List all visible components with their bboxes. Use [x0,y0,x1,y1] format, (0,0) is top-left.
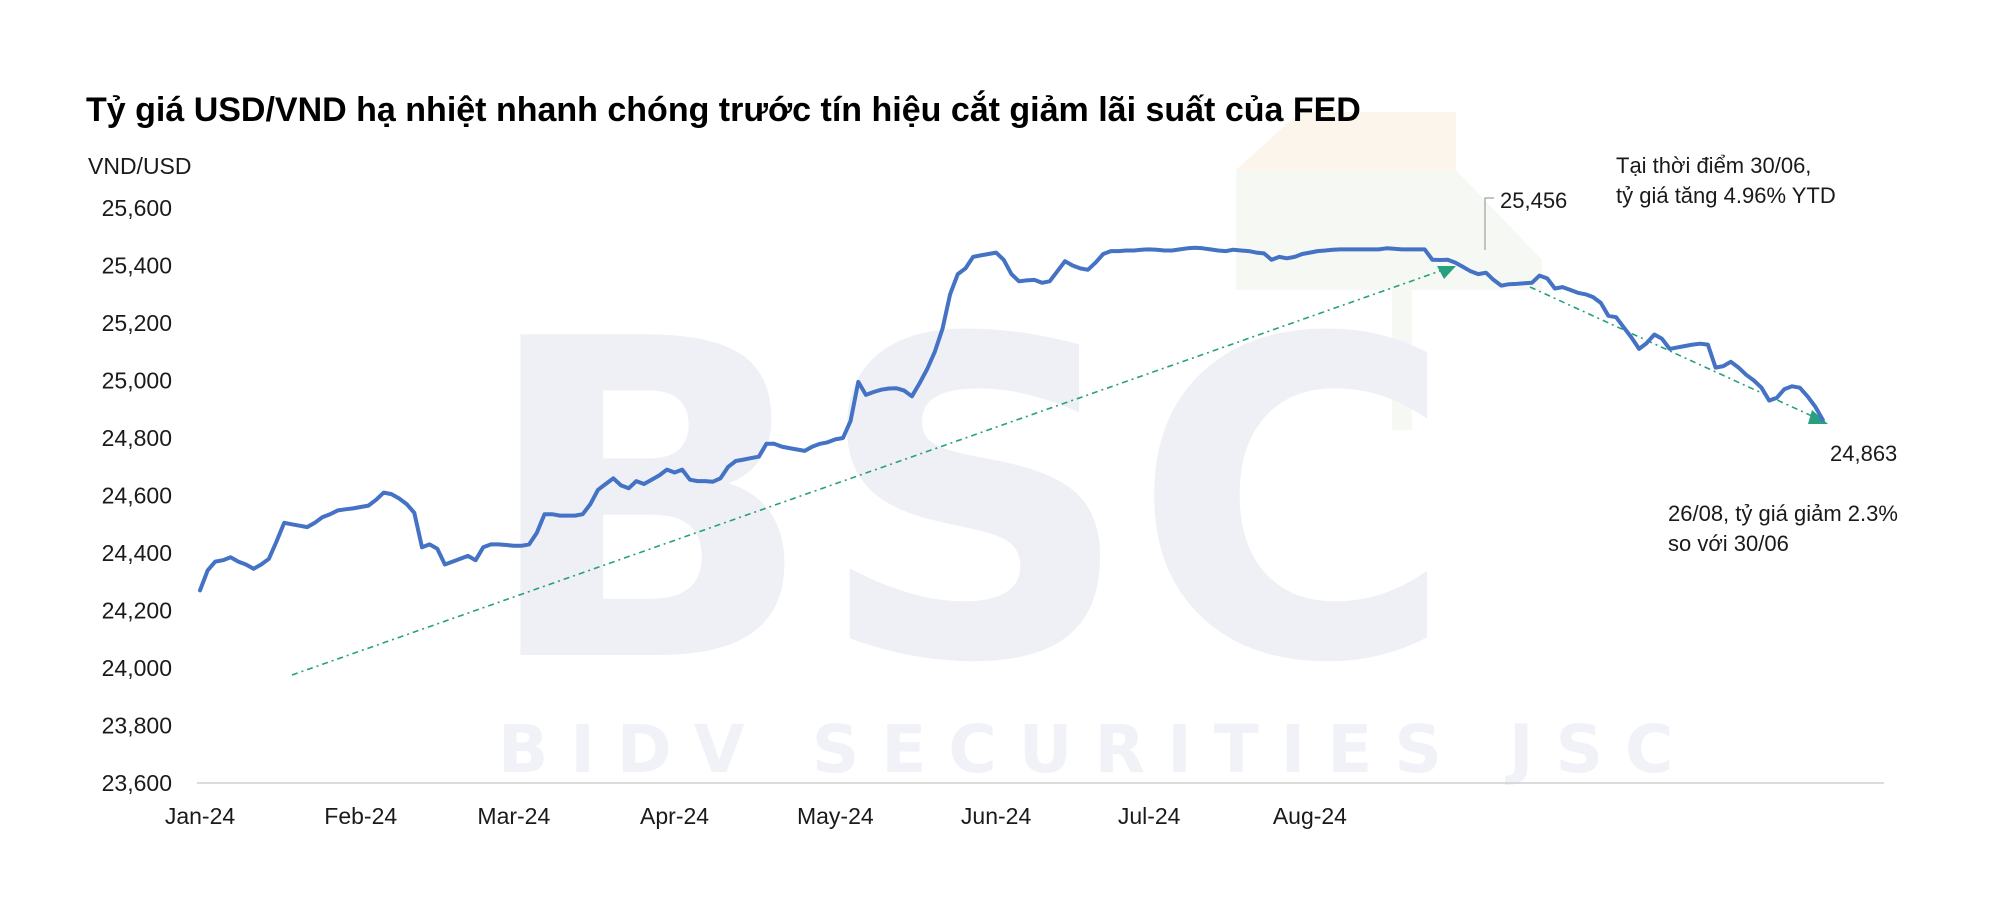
series-layer [198,245,1825,593]
drop-note-line-2: so với 30/06 [1668,531,1789,556]
last-value-label: 24,863 [1830,441,1897,466]
y-axis-title: VND/USD [88,153,192,179]
y-tick-label: 25,400 [102,253,172,279]
chart-title: Tỷ giá USD/VND hạ nhiệt nhanh chóng trướ… [86,91,1361,129]
peak-label-leader [1484,197,1494,250]
peak-note-line-2: tỷ giá tăng 4.96% YTD [1616,183,1836,208]
watermark-arrow-accent [1236,112,1456,170]
y-tick-label: 23,800 [102,713,172,739]
uptrend-arrow [291,270,1441,676]
watermark: BSC BIDV SECURITIES JSC [480,112,1695,788]
annotations: 25,456 Tại thời điểm 30/06, tỷ giá tăng … [1484,153,1898,556]
x-tick-label: Apr-24 [640,803,709,829]
peak-value-label: 25,456 [1500,188,1567,213]
y-tick-label: 24,600 [102,483,172,509]
y-tick-label: 25,600 [102,195,172,221]
watermark-tagline: BIDV SECURITIES JSC [498,711,1695,788]
x-tick-label: Aug-24 [1273,803,1347,829]
peak-note-line-1: Tại thời điểm 30/06, [1616,153,1811,178]
drop-note-line-1: 26/08, tỷ giá giảm 2.3% [1668,501,1898,526]
x-tick-label: Mar-24 [477,803,550,829]
x-tick-label: Jan-24 [165,803,236,829]
watermark-brand: BSC [480,247,1455,759]
y-axis: 23,600 23,800 24,000 24,200 24,400 24,600 24,8… [102,195,172,796]
x-axis: Jan-24 Feb-24 Mar-24 Apr-24 May-24 Jun-24 Jul-… [165,803,1347,829]
x-tick-label: Jun-24 [961,803,1032,829]
y-tick-label: 23,600 [102,770,172,796]
downtrend-arrow [1529,286,1813,417]
y-tick-label: 25,200 [102,310,172,336]
y-tick-label: 24,200 [102,598,172,624]
y-tick-label: 25,000 [102,368,172,394]
uptrend-arrow-head [1437,266,1456,279]
series-line-usd-vnd [198,245,1825,593]
watermark-arrow [1236,170,1542,430]
x-tick-label: Jul-24 [1118,803,1181,829]
y-tick-label: 24,000 [102,655,172,681]
y-tick-label: 24,400 [102,540,172,566]
x-tick-label: May-24 [797,803,874,829]
x-tick-label: Feb-24 [324,803,397,829]
y-tick-label: 24,800 [102,425,172,451]
